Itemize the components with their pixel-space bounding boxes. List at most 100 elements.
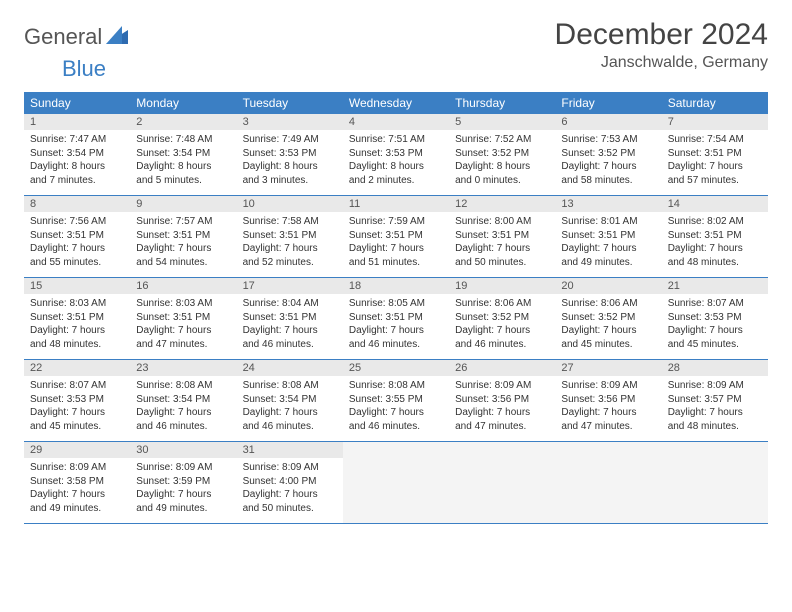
daylight-line2: and 7 minutes. [30,174,124,188]
sunset-line: Sunset: 3:51 PM [136,229,230,243]
calendar-cell: 29Sunrise: 8:09 AMSunset: 3:58 PMDayligh… [24,442,130,524]
sunrise-line: Sunrise: 8:08 AM [136,379,230,393]
sunset-line: Sunset: 3:54 PM [136,147,230,161]
sunrise-line: Sunrise: 7:58 AM [243,215,337,229]
sunrise-line: Sunrise: 7:52 AM [455,133,549,147]
daylight-line2: and 45 minutes. [30,420,124,434]
day-data: Sunrise: 8:08 AMSunset: 3:54 PMDaylight:… [237,376,343,441]
sunrise-line: Sunrise: 8:09 AM [561,379,655,393]
day-number: 10 [237,196,343,212]
daylight-line1: Daylight: 8 hours [349,160,443,174]
sunset-line: Sunset: 3:52 PM [455,311,549,325]
day-data: Sunrise: 7:52 AMSunset: 3:52 PMDaylight:… [449,130,555,195]
calendar-cell: 5Sunrise: 7:52 AMSunset: 3:52 PMDaylight… [449,114,555,196]
logo-text-blue: Blue [62,56,106,82]
daylight-line2: and 48 minutes. [668,256,762,270]
day-data: Sunrise: 7:56 AMSunset: 3:51 PMDaylight:… [24,212,130,277]
daylight-line1: Daylight: 8 hours [30,160,124,174]
day-data: Sunrise: 8:07 AMSunset: 3:53 PMDaylight:… [24,376,130,441]
day-number: 1 [24,114,130,130]
day-number: 28 [662,360,768,376]
daylight-line1: Daylight: 7 hours [136,324,230,338]
daylight-line2: and 48 minutes. [30,338,124,352]
sunset-line: Sunset: 3:56 PM [561,393,655,407]
calendar-cell: 24Sunrise: 8:08 AMSunset: 3:54 PMDayligh… [237,360,343,442]
sunrise-line: Sunrise: 8:03 AM [136,297,230,311]
sunrise-line: Sunrise: 7:53 AM [561,133,655,147]
sunset-line: Sunset: 3:51 PM [455,229,549,243]
daylight-line2: and 46 minutes. [349,338,443,352]
daylight-line2: and 47 minutes. [136,338,230,352]
sunset-line: Sunset: 3:56 PM [455,393,549,407]
sunset-line: Sunset: 3:51 PM [349,311,443,325]
sunrise-line: Sunrise: 8:09 AM [136,461,230,475]
calendar-cell: 18Sunrise: 8:05 AMSunset: 3:51 PMDayligh… [343,278,449,360]
daylight-line1: Daylight: 7 hours [243,242,337,256]
calendar-cell: 7Sunrise: 7:54 AMSunset: 3:51 PMDaylight… [662,114,768,196]
sunrise-line: Sunrise: 8:05 AM [349,297,443,311]
sunset-line: Sunset: 3:54 PM [136,393,230,407]
sunrise-line: Sunrise: 8:06 AM [455,297,549,311]
sunrise-line: Sunrise: 8:03 AM [30,297,124,311]
day-data: Sunrise: 8:09 AMSunset: 3:56 PMDaylight:… [449,376,555,441]
day-data: Sunrise: 8:06 AMSunset: 3:52 PMDaylight:… [555,294,661,359]
calendar-cell: 11Sunrise: 7:59 AMSunset: 3:51 PMDayligh… [343,196,449,278]
sunrise-line: Sunrise: 8:09 AM [243,461,337,475]
calendar-cell: 20Sunrise: 8:06 AMSunset: 3:52 PMDayligh… [555,278,661,360]
day-data: Sunrise: 8:09 AMSunset: 3:58 PMDaylight:… [24,458,130,523]
calendar-cell: 15 Sunrise: 8:03 AMSunset: 3:51 PMDayligh… [24,278,130,360]
sunrise-line: Sunrise: 8:08 AM [243,379,337,393]
daylight-line2: and 49 minutes. [136,502,230,516]
day-data: Sunrise: 7:49 AMSunset: 3:53 PMDaylight:… [237,130,343,195]
day-number: 30 [130,442,236,458]
sunset-line: Sunset: 3:51 PM [30,311,124,325]
daylight-line1: Daylight: 7 hours [136,488,230,502]
calendar-cell: 19Sunrise: 8:06 AMSunset: 3:52 PMDayligh… [449,278,555,360]
weekday-header: Sunday [24,92,130,114]
day-number: 16 [130,278,236,294]
day-number: 15 [24,278,130,294]
sunrise-line: Sunrise: 7:49 AM [243,133,337,147]
daylight-line1: Daylight: 7 hours [561,160,655,174]
weekday-header: Saturday [662,92,768,114]
calendar-cell-empty: . [449,442,555,524]
sunset-line: Sunset: 3:52 PM [561,147,655,161]
day-number: 20 [555,278,661,294]
calendar-row: 15Sunrise: 8:03 AMSunset: 3:51 PMDayligh… [24,278,768,360]
daylight-line1: Daylight: 7 hours [561,406,655,420]
sunrise-line: Sunrise: 7:56 AM [30,215,124,229]
calendar-row: 29Sunrise: 8:09 AMSunset: 3:58 PMDayligh… [24,442,768,524]
calendar-cell: 30Sunrise: 8:09 AMSunset: 3:59 PMDayligh… [130,442,236,524]
sunset-line: Sunset: 3:54 PM [30,147,124,161]
day-number: 26 [449,360,555,376]
sunset-line: Sunset: 3:51 PM [30,229,124,243]
weekday-header: Wednesday [343,92,449,114]
calendar-cell: 28Sunrise: 8:09 AMSunset: 3:57 PMDayligh… [662,360,768,442]
calendar-cell: 17Sunrise: 8:04 AMSunset: 3:51 PMDayligh… [237,278,343,360]
sunset-line: Sunset: 3:53 PM [30,393,124,407]
daylight-line1: Daylight: 7 hours [30,324,124,338]
day-data: Sunrise: 8:00 AMSunset: 3:51 PMDaylight:… [449,212,555,277]
calendar-cell: 25Sunrise: 8:08 AMSunset: 3:55 PMDayligh… [343,360,449,442]
daylight-line2: and 46 minutes. [455,338,549,352]
day-number: 23 [130,360,236,376]
sunset-line: Sunset: 3:51 PM [243,311,337,325]
sunset-line: Sunset: 3:51 PM [243,229,337,243]
calendar-cell: 9Sunrise: 7:57 AMSunset: 3:51 PMDaylight… [130,196,236,278]
sunrise-line: Sunrise: 8:09 AM [455,379,549,393]
sunset-line: Sunset: 3:55 PM [349,393,443,407]
logo-triangle-icon [106,26,128,49]
daylight-line1: Daylight: 7 hours [243,406,337,420]
daylight-line2: and 52 minutes. [243,256,337,270]
daylight-line1: Daylight: 7 hours [136,406,230,420]
day-data: Sunrise: 8:07 AMSunset: 3:53 PMDaylight:… [662,294,768,359]
calendar-cell: 27Sunrise: 8:09 AMSunset: 3:56 PMDayligh… [555,360,661,442]
day-number: 19 [449,278,555,294]
day-data: Sunrise: 8:02 AMSunset: 3:51 PMDaylight:… [662,212,768,277]
day-number: 13 [555,196,661,212]
calendar-cell: 10 Sunrise: 7:58 AMSunset: 3:51 PMDayligh… [237,196,343,278]
daylight-line1: Daylight: 7 hours [136,242,230,256]
calendar-cell-empty: . [662,442,768,524]
daylight-line2: and 58 minutes. [561,174,655,188]
daylight-line2: and 0 minutes. [455,174,549,188]
